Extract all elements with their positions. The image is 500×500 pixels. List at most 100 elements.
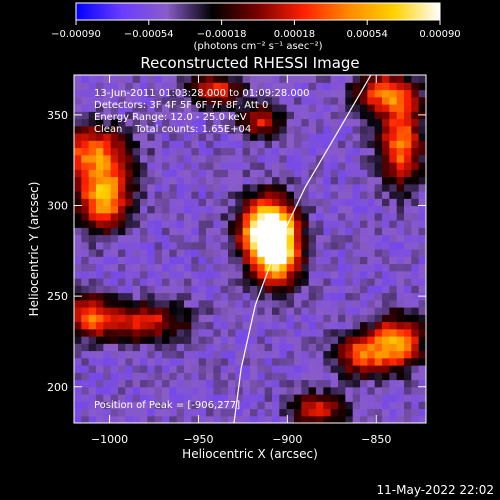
y-tick-label: 300 xyxy=(47,200,68,213)
heatmap-cell xyxy=(389,241,398,250)
heatmap-cell xyxy=(110,386,119,395)
heatmap-cell xyxy=(213,336,222,344)
heatmap-cell xyxy=(374,365,383,373)
heatmap-cell xyxy=(118,394,126,402)
heatmap-cell xyxy=(81,357,90,366)
heatmap-cell xyxy=(418,198,426,207)
heatmap-cell xyxy=(396,328,405,337)
heatmap-cell xyxy=(235,162,244,170)
heatmap-cell xyxy=(118,408,126,417)
heatmap-cell xyxy=(176,205,185,214)
heatmap-cell xyxy=(118,118,126,127)
heatmap-cell xyxy=(360,169,368,178)
heatmap-cell xyxy=(118,336,126,344)
heatmap-cell xyxy=(272,89,280,98)
heatmap-cell xyxy=(132,307,141,315)
heatmap-cell xyxy=(294,336,302,344)
heatmap-cell xyxy=(279,176,288,185)
heatmap-cell xyxy=(374,191,383,199)
heatmap-cell xyxy=(352,234,361,243)
heatmap-cell xyxy=(154,278,163,286)
heatmap-cell xyxy=(352,336,361,344)
heatmap-cell xyxy=(272,183,280,192)
heatmap-cell xyxy=(294,234,302,243)
heatmap-cell xyxy=(330,118,339,127)
heatmap-cell xyxy=(228,96,236,105)
heatmap-cell xyxy=(418,343,426,352)
heatmap-cell xyxy=(191,256,200,265)
heatmap-cell xyxy=(147,415,156,423)
heatmap-cell xyxy=(154,96,163,105)
heatmap-cell xyxy=(374,314,383,323)
heatmap-cell xyxy=(279,299,288,308)
heatmap-cell xyxy=(250,96,258,105)
heatmap-cell xyxy=(323,321,332,330)
heatmap-cell xyxy=(338,118,346,127)
heatmap-cell xyxy=(301,401,310,410)
heatmap-cell xyxy=(184,183,192,192)
heatmap-cell xyxy=(88,372,97,381)
heatmap-cell xyxy=(154,379,163,388)
heatmap-cell xyxy=(301,249,310,257)
heatmap-cell xyxy=(191,104,200,112)
heatmap-cell xyxy=(360,227,368,236)
heatmap-cell xyxy=(176,321,185,330)
heatmap-cell xyxy=(360,270,368,279)
heatmap-cell xyxy=(264,270,273,279)
heatmap-cell xyxy=(162,328,170,337)
heatmap-cell xyxy=(382,198,390,207)
heatmap-cell xyxy=(206,328,214,337)
heatmap-cell xyxy=(367,198,376,207)
heatmap-cell xyxy=(147,386,156,395)
heatmap-cell xyxy=(264,278,273,286)
heatmap-cell xyxy=(235,415,244,423)
heatmap-cell xyxy=(316,234,324,243)
heatmap-cell xyxy=(169,227,178,236)
heatmap-cell xyxy=(389,408,398,417)
heatmap-cell xyxy=(330,336,339,344)
heatmap-cell xyxy=(286,379,295,388)
heatmap-cell xyxy=(125,82,134,91)
heatmap-cell xyxy=(81,270,90,279)
heatmap-cell xyxy=(228,154,236,163)
heatmap-cell xyxy=(132,365,141,373)
heatmap-cell xyxy=(242,169,251,178)
heatmap-cell xyxy=(132,183,141,192)
heatmap-cell xyxy=(191,350,200,359)
heatmap-cell xyxy=(96,401,104,410)
heatmap-cell xyxy=(235,154,244,163)
heatmap-cell xyxy=(323,82,332,91)
heatmap-cell xyxy=(110,118,119,127)
heatmap-cell xyxy=(360,234,368,243)
heatmap-cell xyxy=(323,176,332,185)
heatmap-cell xyxy=(154,104,163,112)
heatmap-cell xyxy=(404,328,412,337)
heatmap-cell xyxy=(125,343,134,352)
heatmap-cell xyxy=(198,104,207,112)
heatmap-cell xyxy=(220,365,229,373)
heatmap-cell xyxy=(110,96,119,105)
heatmap-cell xyxy=(154,350,163,359)
heatmap-cell xyxy=(418,89,426,98)
heatmap-cell xyxy=(206,285,214,294)
heatmap-cell xyxy=(118,343,126,352)
heatmap-cell xyxy=(279,241,288,250)
heatmap-cell xyxy=(81,96,90,105)
heatmap-cell xyxy=(257,212,266,221)
heatmap-cell xyxy=(308,75,317,83)
heatmap-cell xyxy=(294,118,302,127)
heatmap-cell xyxy=(74,147,82,156)
heatmap-cell xyxy=(411,176,420,185)
heatmap-cell xyxy=(191,415,200,423)
heatmap-cell xyxy=(74,205,82,214)
heatmap-cell xyxy=(140,343,148,352)
heatmap-cell xyxy=(228,220,236,228)
heatmap-cell xyxy=(162,104,170,112)
heatmap-cell xyxy=(257,314,266,323)
heatmap-cell xyxy=(418,270,426,279)
heatmap-cell xyxy=(88,241,97,250)
heatmap-cell xyxy=(316,350,324,359)
heatmap-cell xyxy=(147,299,156,308)
heatmap-cell xyxy=(352,212,361,221)
heatmap-cell xyxy=(169,379,178,388)
